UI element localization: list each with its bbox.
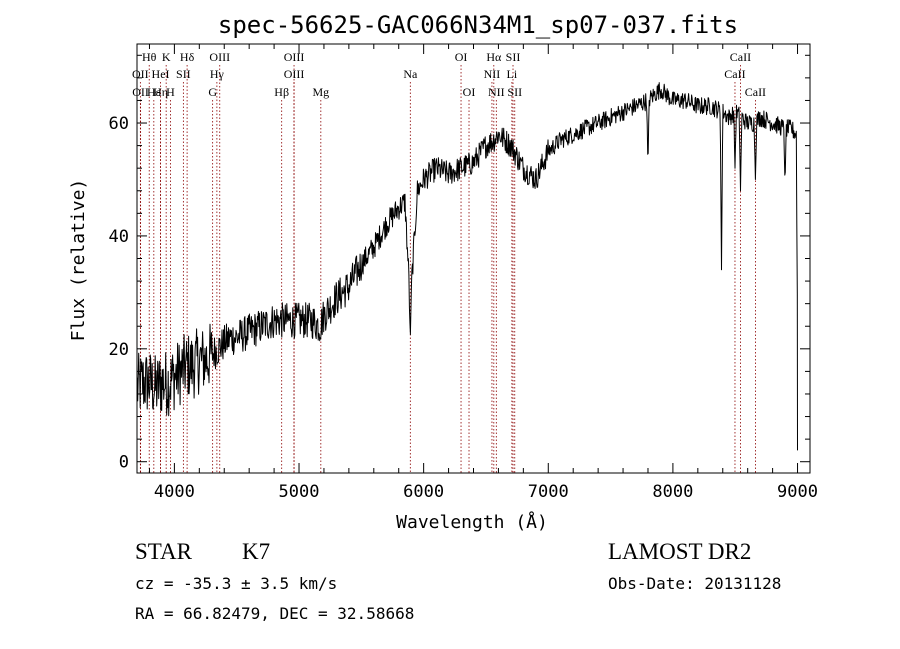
y-tick-label: 0 [119,453,129,473]
marker-label: Hε [147,85,161,99]
y-axis-label: Flux (relative) [68,179,89,342]
marker-label: OI [455,50,468,64]
plot-frame [136,43,811,474]
marker-label: NII [484,67,501,81]
marker-label: Hδ [180,50,195,64]
marker-label: G [208,85,217,99]
marker-label: SII [506,50,521,64]
y-tick-label: 60 [109,114,129,134]
x-tick-label: 5000 [279,482,320,502]
y-axis: 0 20 40 60 [109,54,810,473]
marker-label: Na [403,67,418,81]
marker-label: OI [463,85,476,99]
marker-label: OIII [209,50,230,64]
object-class: STAR [135,539,192,564]
marker-label: Hγ [210,67,225,81]
marker-label: CaII [724,67,745,81]
marker-label: Hη [153,85,168,99]
marker-labels: Hθ K Hδ OIII OIII OI Hα SII CaII OII HeI SII Hγ OIII N… [132,50,766,99]
marker-label: H [166,85,175,99]
redshift-cz: cz = -35.3 ± 3.5 km/s [135,574,338,593]
marker-label: Hα [486,50,502,64]
marker-label: OII [132,67,149,81]
y-tick-label: 40 [109,227,129,247]
x-axis: 4000 5000 6000 7000 8000 9000 [148,44,818,502]
marker-label: CaII [745,85,766,99]
marker-label: K [162,50,171,64]
y-tick-label: 20 [109,340,129,360]
x-tick-label: 4000 [154,482,195,502]
x-tick-label: 9000 [777,482,818,502]
marker-label: Hβ [274,85,289,99]
marker-label: SII [507,85,522,99]
x-tick-label: 7000 [528,482,569,502]
marker-label: Mg [312,85,329,99]
marker-label: HeI [152,67,170,81]
x-axis-label: Wavelength (Å) [396,511,548,533]
x-tick-label: 6000 [403,482,444,502]
marker-label: NII [488,85,505,99]
marker-label: SII [176,67,191,81]
coordinates: RA = 66.82479, DEC = 32.58668 [135,604,415,623]
marker-label: Li [507,67,518,81]
spectrum-line [136,82,798,451]
x-tick-label: 8000 [652,482,693,502]
chart-title: spec-56625-GAC066N34M1_sp07-037.fits [218,11,738,39]
marker-lines [139,65,756,473]
observation-date: Obs-Date: 20131128 [608,574,782,593]
marker-label: OII [132,85,149,99]
marker-label: OIII [284,50,305,64]
marker-label: OIII [284,67,305,81]
marker-label: CaII [730,50,751,64]
object-subclass: K7 [242,539,271,564]
survey-name: LAMOST DR2 [608,539,752,564]
marker-label: Hθ [142,50,157,64]
